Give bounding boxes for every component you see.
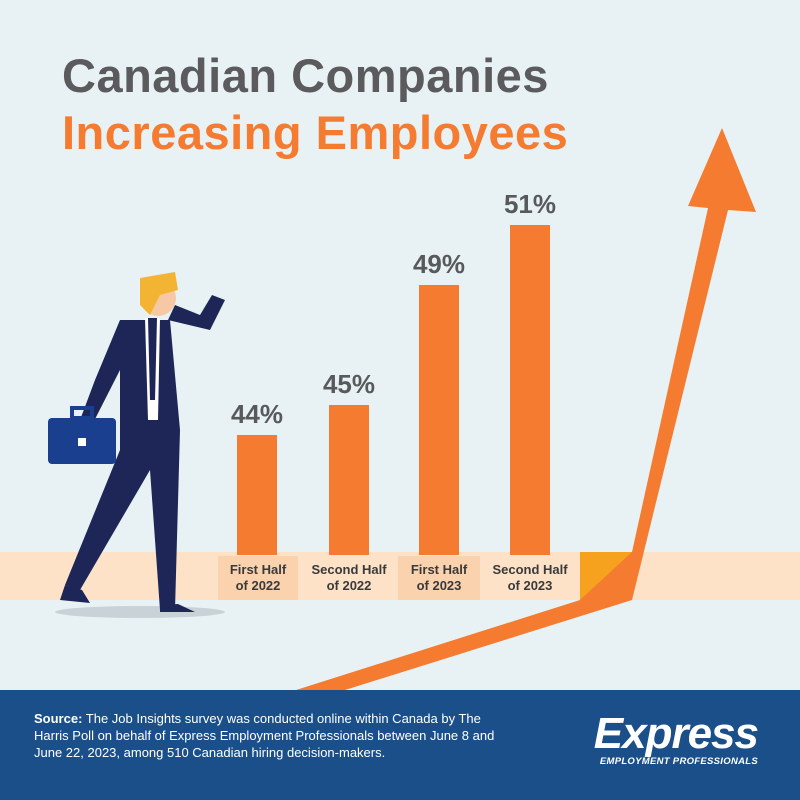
chart-title: Canadian Companies	[62, 49, 549, 102]
value-label: 51%	[503, 189, 557, 219]
logo: Express EMPLOYMENT PROFESSIONALS	[593, 709, 759, 768]
bar	[329, 405, 369, 555]
growth-arrow	[296, 128, 756, 690]
bar	[237, 435, 277, 555]
category-label: Second Half of 2023	[492, 562, 568, 593]
logo-name: Express	[593, 709, 759, 758]
source-text: The Job Insights survey was conducted on…	[34, 711, 495, 760]
category-label: Second Half of 2022	[311, 562, 387, 593]
chart-subtitle: Increasing Employees	[62, 106, 569, 159]
category-label: First Half of 2022	[218, 556, 298, 600]
source-label: Source:	[34, 711, 83, 726]
source-note: Source: The Job Insights survey was cond…	[34, 710, 514, 761]
bar	[510, 225, 550, 555]
bar	[419, 285, 459, 555]
footer: Source: The Job Insights survey was cond…	[0, 690, 800, 800]
value-label: 49%	[412, 249, 466, 279]
value-label: 44%	[230, 399, 284, 429]
value-label: 45%	[322, 369, 376, 399]
logo-tagline: EMPLOYMENT PROFESSIONALS	[599, 756, 758, 767]
category-label: First Half of 2023	[398, 556, 480, 600]
businessman-illustration	[48, 272, 225, 618]
